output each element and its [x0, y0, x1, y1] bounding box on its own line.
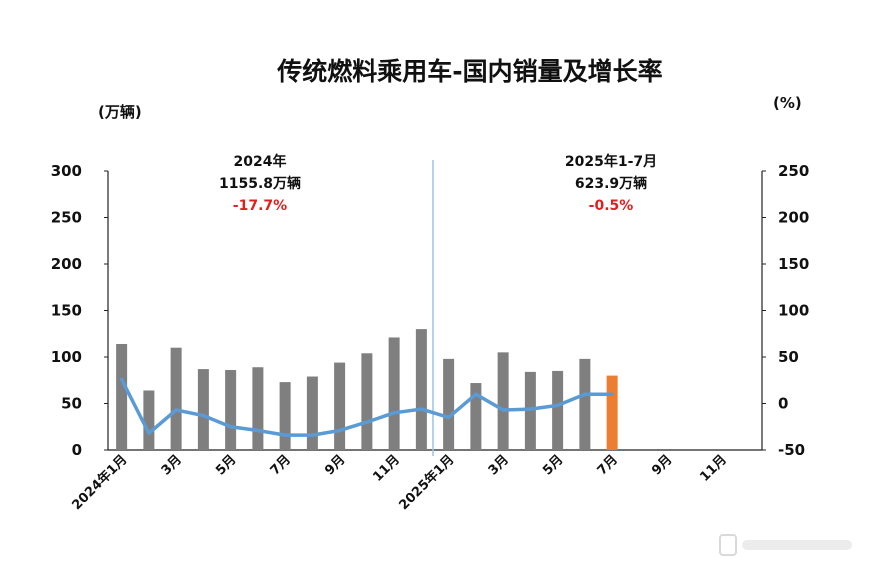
bar: [579, 358, 591, 450]
bar: [443, 358, 455, 450]
bar: [552, 370, 564, 450]
annotation-2024-volume: 1155.8万辆: [219, 175, 301, 192]
bar: [197, 369, 209, 450]
right-tick-label: 200: [778, 209, 809, 227]
right-tick-label: 150: [778, 255, 809, 273]
bar: [334, 362, 346, 450]
right-tick-label: 0: [778, 395, 788, 413]
x-tick-label: 3月: [486, 452, 512, 478]
left-tick-label: 250: [51, 209, 82, 227]
plot-area: 0 50 100 150 200 250 300 -50 0 50 100 150 200 250 2024…: [51, 160, 809, 514]
annotation-2024-year: 2024年: [234, 153, 287, 170]
x-tick-label: 2024年1月: [69, 452, 131, 514]
left-tick-label: 100: [51, 348, 82, 366]
chart-title: 传统燃料乘用车-国内销量及增长率: [276, 57, 662, 86]
left-axis-unit: (万辆): [98, 103, 142, 121]
bar: [524, 371, 536, 450]
left-tick-label: 200: [51, 255, 82, 273]
bar: [306, 376, 318, 450]
x-tick-label: 9月: [322, 452, 348, 478]
x-tick-label: 7月: [595, 452, 621, 478]
bar: [225, 370, 237, 450]
right-tick-label: 50: [778, 348, 799, 366]
bar: [279, 382, 291, 450]
x-tick-label: 9月: [649, 452, 675, 478]
bar: [388, 337, 400, 450]
annotation-2025-period: 2025年1-7月: [565, 153, 657, 170]
right-axis-unit: (%): [773, 94, 802, 112]
annotation-2025: 2025年1-7月 623.9万辆 -0.5%: [565, 153, 657, 214]
x-tick-label: 5月: [540, 452, 566, 478]
x-tick-label: 11月: [697, 452, 730, 485]
bar: [143, 390, 155, 450]
bar: [606, 375, 618, 450]
bar: [497, 352, 509, 450]
annotation-2024-growth: -17.7%: [233, 198, 287, 214]
x-tick-label: 5月: [213, 452, 239, 478]
bar: [361, 353, 373, 450]
bar: [170, 347, 182, 450]
right-tick-label: 100: [778, 302, 809, 320]
left-tick-label: 300: [51, 162, 82, 180]
left-tick-label: 0: [72, 441, 82, 459]
bar: [252, 367, 264, 450]
left-tick-label: 50: [61, 395, 82, 413]
right-tick-label: 250: [778, 162, 809, 180]
left-tick-label: 150: [51, 302, 82, 320]
right-tick-label: -50: [778, 441, 805, 459]
annotation-2024: 2024年 1155.8万辆 -17.7%: [219, 153, 301, 214]
annotation-2025-growth: -0.5%: [589, 198, 634, 214]
bar: [116, 343, 128, 450]
watermark-logo: [719, 534, 852, 556]
bar: [415, 329, 427, 450]
growth-rate-line: [119, 377, 614, 437]
x-tick-label: 7月: [268, 452, 294, 478]
annotation-2025-volume: 623.9万辆: [575, 175, 647, 192]
bar: [470, 383, 482, 450]
x-tick-label: 2025年1月: [396, 452, 458, 514]
x-tick-label: 3月: [159, 452, 185, 478]
x-tick-label: 11月: [370, 452, 403, 485]
